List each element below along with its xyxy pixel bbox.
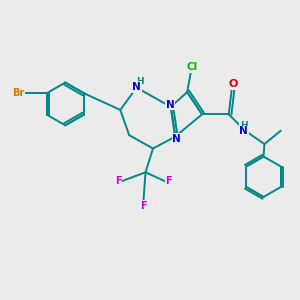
Text: H: H xyxy=(136,76,144,85)
Text: H: H xyxy=(240,121,248,130)
Text: F: F xyxy=(115,176,122,186)
Text: N: N xyxy=(172,134,181,144)
Text: F: F xyxy=(165,176,172,186)
Text: N: N xyxy=(166,100,175,110)
Text: Cl: Cl xyxy=(187,62,198,72)
Text: N: N xyxy=(132,82,141,92)
Text: O: O xyxy=(229,79,238,89)
Text: F: F xyxy=(140,201,147,211)
Text: N: N xyxy=(239,126,248,136)
Text: Br: Br xyxy=(12,88,24,98)
